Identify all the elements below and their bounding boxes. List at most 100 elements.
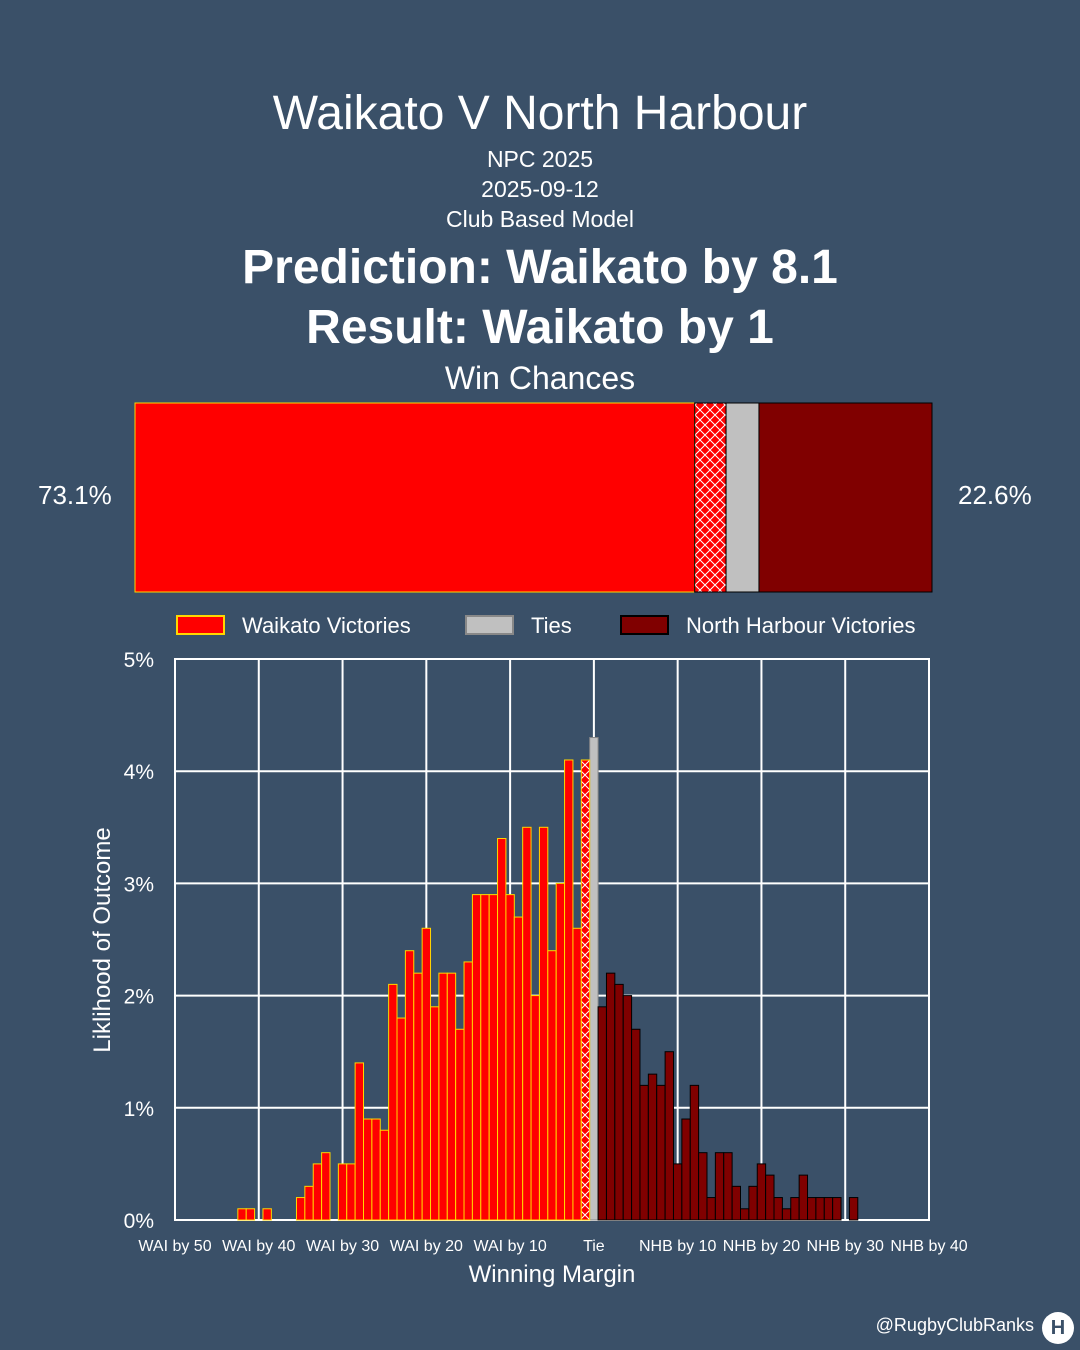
histogram-bar bbox=[346, 1163, 356, 1221]
y-axis-label: Liklihood of Outcome bbox=[89, 827, 116, 1052]
histogram-bar bbox=[781, 1208, 792, 1221]
x-tick-label: WAI by 40 bbox=[222, 1238, 295, 1255]
histogram-bar bbox=[580, 759, 591, 1221]
y-tick-label: 1% bbox=[124, 1098, 154, 1121]
histogram-bar bbox=[337, 1163, 348, 1221]
histogram-bar bbox=[605, 972, 616, 1221]
x-tick-label: NHB by 40 bbox=[890, 1238, 967, 1255]
histogram-bar bbox=[547, 950, 557, 1221]
prediction-text: Prediction: Waikato by 8.1 bbox=[242, 241, 838, 294]
x-tick-label: WAI by 20 bbox=[390, 1238, 463, 1255]
x-tick-label: WAI by 30 bbox=[306, 1238, 379, 1255]
x-tick-label: Tie bbox=[583, 1238, 605, 1255]
histogram-bar bbox=[564, 759, 574, 1221]
histogram-bar bbox=[815, 1197, 825, 1221]
histogram-bar bbox=[572, 927, 582, 1221]
x-tick-label: NHB by 30 bbox=[807, 1238, 884, 1255]
histogram-bar bbox=[463, 961, 473, 1221]
chart-title: Waikato V North Harbour bbox=[272, 87, 808, 140]
histogram-bar bbox=[245, 1208, 256, 1221]
histogram-bar bbox=[312, 1163, 323, 1221]
histogram-bar bbox=[756, 1163, 767, 1221]
x-tick-label: WAI by 10 bbox=[474, 1238, 547, 1255]
legend-swatch bbox=[620, 615, 669, 635]
histogram-bar bbox=[614, 983, 624, 1221]
competition-label: NPC 2025 bbox=[486, 146, 594, 172]
x-tick-label: WAI by 50 bbox=[138, 1238, 211, 1255]
histogram-bar bbox=[740, 1208, 750, 1221]
histogram-bar bbox=[471, 894, 482, 1221]
histogram-bar bbox=[723, 1152, 733, 1221]
histogram-bar bbox=[538, 826, 549, 1221]
histogram-bar bbox=[413, 972, 423, 1221]
home-result-hatched-segment bbox=[694, 402, 727, 593]
histogram-bar bbox=[446, 972, 457, 1221]
histogram-bar bbox=[798, 1174, 809, 1221]
histogram-bar bbox=[522, 826, 532, 1221]
histogram-bar bbox=[421, 927, 432, 1221]
histogram-bar bbox=[430, 1006, 440, 1221]
histogram-bar bbox=[513, 916, 524, 1221]
histogram-bar bbox=[664, 1051, 674, 1221]
histogram-bar bbox=[832, 1197, 842, 1221]
model-label: Club Based Model bbox=[446, 206, 634, 232]
histogram-bar bbox=[765, 1174, 775, 1221]
histogram-bar bbox=[455, 1028, 465, 1221]
home-win-segment bbox=[134, 402, 696, 593]
histogram-bar bbox=[672, 1163, 683, 1221]
win-chances-title: Win Chances bbox=[444, 360, 636, 396]
legend-swatch bbox=[176, 615, 225, 635]
away-win-percentage: 22.6% bbox=[958, 480, 1032, 510]
match-date: 2025-09-12 bbox=[481, 176, 599, 202]
x-tick-label: NHB by 10 bbox=[639, 1238, 716, 1255]
histogram-bar bbox=[748, 1185, 758, 1221]
histogram-bar bbox=[530, 995, 540, 1221]
y-tick-label: 4% bbox=[124, 761, 154, 784]
y-tick-label: 0% bbox=[124, 1210, 154, 1233]
histogram-bar bbox=[631, 1028, 641, 1221]
legend-swatch bbox=[465, 615, 514, 635]
histogram-bar bbox=[597, 1006, 607, 1221]
x-axis-label: Winning Margin bbox=[469, 1261, 636, 1288]
histogram-bar bbox=[790, 1197, 800, 1221]
histogram-bar bbox=[698, 1152, 708, 1221]
y-tick-label: 3% bbox=[124, 873, 154, 896]
histogram-bar bbox=[354, 1062, 365, 1221]
histogram-bar bbox=[488, 894, 499, 1221]
legend-label: Waikato Victories bbox=[242, 613, 411, 638]
histogram-bar bbox=[363, 1118, 373, 1221]
tie-segment bbox=[725, 402, 760, 593]
histogram-bar bbox=[304, 1185, 314, 1221]
away-win-segment bbox=[758, 402, 933, 593]
histogram-bar bbox=[731, 1185, 741, 1221]
histogram-bar bbox=[404, 950, 415, 1221]
histogram-bar bbox=[807, 1197, 817, 1221]
histogram-bar bbox=[396, 1017, 406, 1221]
histogram-bar bbox=[848, 1197, 859, 1221]
legend-label: North Harbour Victories bbox=[686, 613, 915, 638]
x-tick-label: NHB by 20 bbox=[723, 1238, 800, 1255]
legend: Waikato Victories Ties North Harbour Victo… bbox=[176, 613, 915, 638]
histogram-bar bbox=[262, 1208, 272, 1221]
histogram-bar bbox=[622, 995, 633, 1221]
histogram-bar bbox=[639, 1084, 649, 1221]
histogram-bar bbox=[589, 737, 599, 1221]
histogram-bar bbox=[379, 1129, 390, 1221]
histogram-bar bbox=[371, 1118, 381, 1221]
twitter-handle: @RugbyClubRanks bbox=[875, 1315, 1034, 1335]
histogram-bar bbox=[555, 882, 566, 1221]
histogram-bar bbox=[505, 894, 515, 1221]
histogram-plot: WAI by 50 WAI by 40 WAI by 30 WAI by 20 WAI … bbox=[89, 649, 968, 1288]
histogram-bar bbox=[706, 1197, 716, 1221]
histogram-bar bbox=[438, 972, 448, 1221]
histogram-bar bbox=[714, 1152, 725, 1221]
rugby-posts-logo-icon: H bbox=[1042, 1312, 1074, 1344]
histogram-bar bbox=[388, 983, 398, 1221]
legend-label: Ties bbox=[531, 613, 572, 638]
histogram-bar bbox=[480, 894, 490, 1221]
histogram-bar bbox=[647, 1073, 658, 1221]
histogram-bar bbox=[497, 838, 507, 1221]
histogram-bar bbox=[237, 1208, 247, 1221]
histogram-bar bbox=[295, 1197, 306, 1221]
